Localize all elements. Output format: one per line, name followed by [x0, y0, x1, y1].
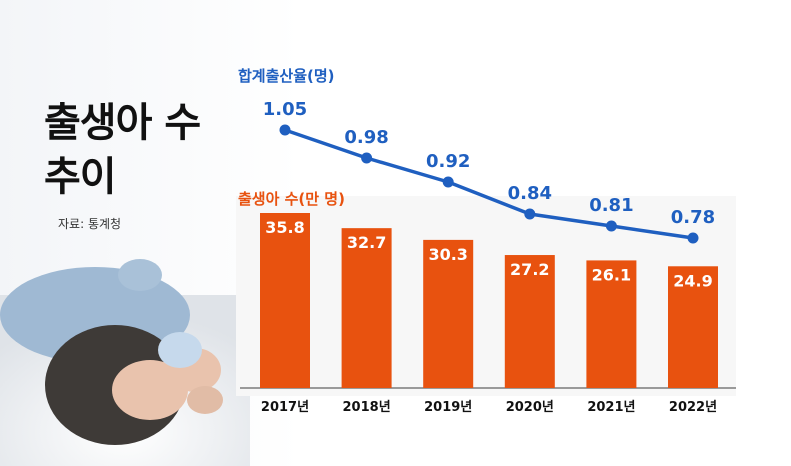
bar-4 [586, 260, 637, 388]
page-title-line2: 추이 [44, 154, 117, 200]
bar-0 [260, 213, 310, 388]
line-label-3: 0.84 [508, 183, 552, 204]
line-point-4 [605, 220, 617, 232]
page-title: 출생아 수 추이 [44, 96, 201, 204]
line-point-3 [524, 208, 536, 220]
bar-label-5: 24.9 [673, 271, 712, 290]
line-point-2 [442, 176, 454, 188]
bar-series-title: 출생아 수(만 명) [238, 190, 345, 208]
line-label-4: 0.81 [589, 195, 633, 216]
bar-2 [423, 239, 474, 388]
line-label-5: 0.78 [671, 207, 715, 228]
page-title-line1: 출생아 수 [44, 100, 201, 146]
baby-photo [0, 259, 250, 466]
bar-label-3: 27.2 [510, 260, 549, 279]
chart-panel [236, 196, 736, 396]
bar-label-4: 26.1 [592, 265, 631, 284]
bar-label-2: 30.3 [428, 245, 467, 264]
line-point-0 [279, 124, 291, 136]
bar-1 [341, 228, 392, 388]
bar-5 [668, 266, 718, 388]
x-tick-label-4: 2021년 [587, 400, 635, 415]
source-note: 자료: 통계청 [58, 217, 122, 231]
line-series [284, 128, 694, 240]
line-series-title: 합계출산율(명) [238, 67, 335, 85]
x-tick-label-3: 2020년 [506, 400, 554, 415]
x-tick-label-0: 2017년 [261, 400, 309, 415]
bar-label-1: 32.7 [347, 233, 386, 252]
bar-label-0: 35.8 [265, 218, 304, 237]
line-point-1 [361, 152, 373, 164]
x-tick-label-2: 2019년 [424, 400, 472, 415]
line-label-0: 1.05 [263, 99, 307, 120]
bar-3 [504, 255, 555, 388]
line-label-2: 0.92 [426, 151, 470, 172]
x-tick-label-5: 2022년 [669, 400, 717, 415]
line-label-1: 0.98 [344, 127, 388, 148]
line-point-5 [687, 232, 699, 244]
x-tick-label-1: 2018년 [343, 400, 391, 415]
